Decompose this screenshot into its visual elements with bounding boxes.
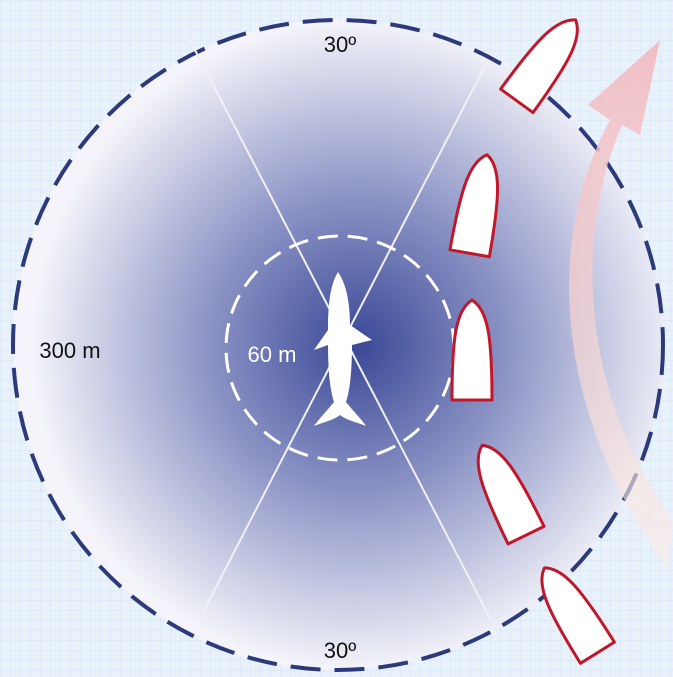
angle-label: 30º [324, 32, 357, 57]
boat [448, 153, 500, 259]
boat [540, 566, 616, 665]
fish [314, 272, 372, 426]
angle-label: 30º [324, 638, 357, 663]
movement-arrow [569, 40, 673, 570]
outer-radius-label: 300 m [39, 338, 100, 363]
inner-radius-label: 60 m [248, 342, 297, 367]
boat [450, 298, 494, 402]
boat [499, 18, 579, 115]
boat [476, 443, 546, 546]
